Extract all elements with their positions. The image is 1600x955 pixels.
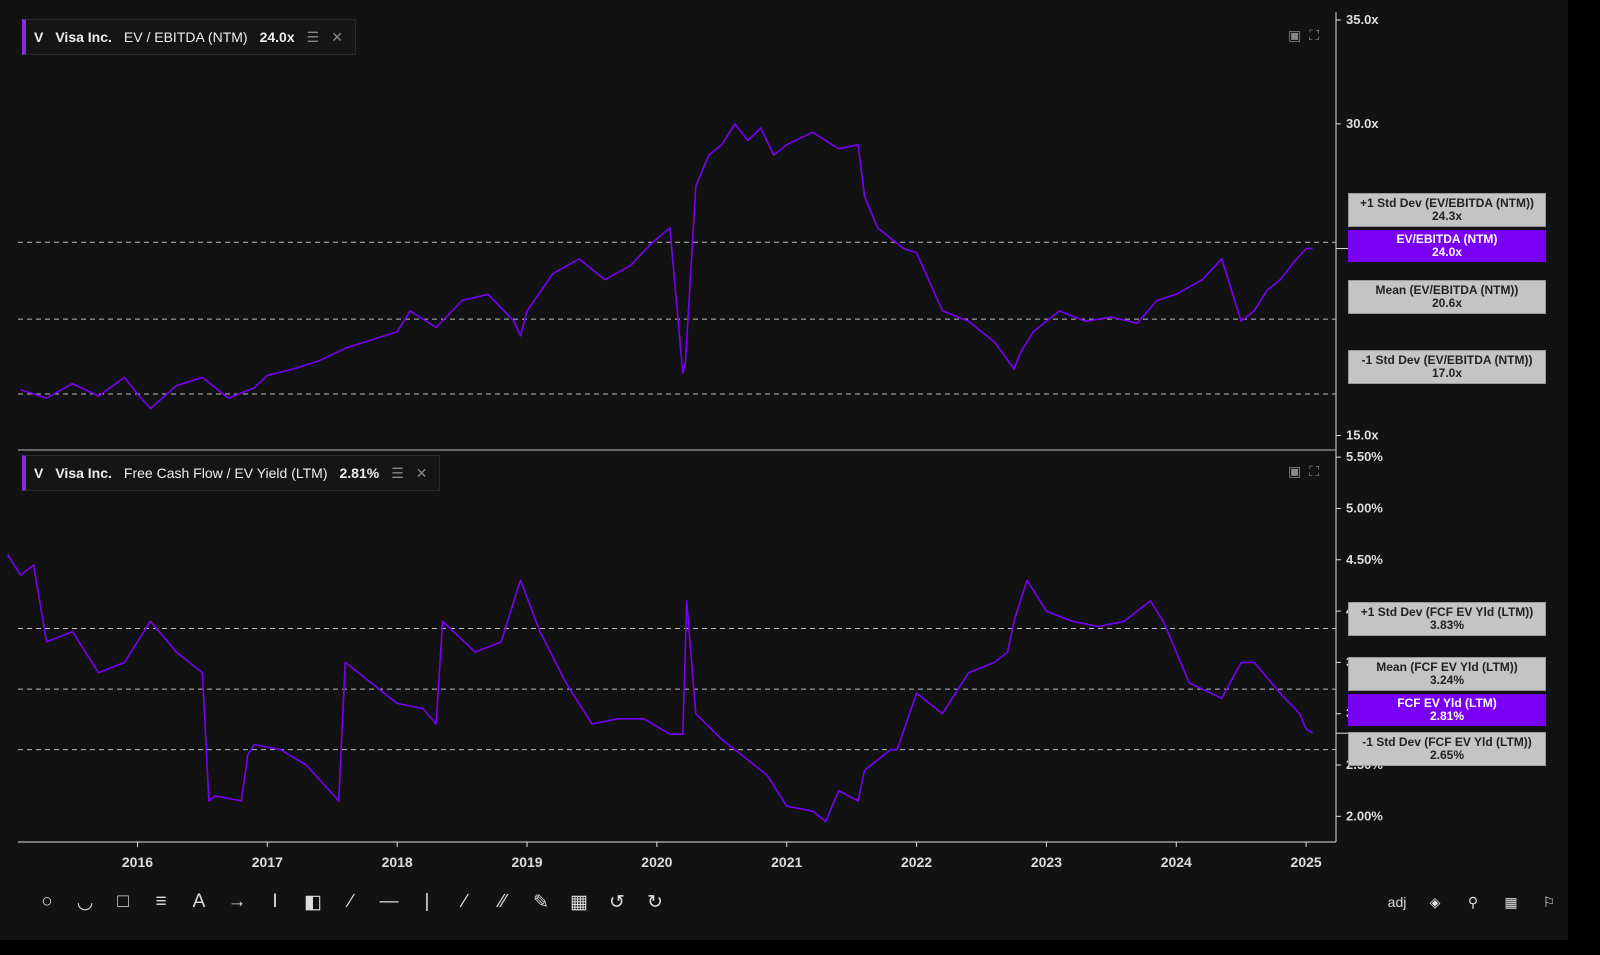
badge-value: 24.0x: [1431, 245, 1463, 259]
stack-icon[interactable]: ☰: [391, 464, 404, 481]
x-tick-label: 2020: [641, 854, 672, 870]
text-icon[interactable]: A: [192, 891, 206, 912]
badge-label: -1 Std Dev (EV/EBITDA (NTM)): [1361, 353, 1533, 367]
mean-badge-bottom: Mean (FCF EV Yld (LTM)) 3.24%: [1348, 657, 1546, 691]
badge-value: 20.6x: [1431, 296, 1463, 310]
lines-icon[interactable]: ≡: [155, 891, 167, 912]
value-label: 2.81%: [339, 465, 380, 481]
badge-label: Mean (EV/EBITDA (NTM)): [1375, 283, 1519, 297]
company-label: Visa Inc.: [55, 29, 112, 45]
trash-icon[interactable]: ▦: [570, 891, 588, 913]
stack-icon[interactable]: ☰: [306, 28, 320, 45]
y-tick-label: 15.0x: [1346, 428, 1379, 443]
tag-icon[interactable]: ⚐: [1542, 893, 1556, 910]
x-tick-label: 2025: [1291, 854, 1322, 870]
bottom-panel-actions: ▣ ⛶: [1288, 463, 1319, 480]
cursor-text-icon[interactable]: I: [272, 891, 278, 912]
rectangle-icon[interactable]: □: [117, 891, 129, 912]
crosshair-icon[interactable]: ◈: [1429, 893, 1441, 910]
badge-label: +1 Std Dev (EV/EBITDA (NTM)): [1360, 196, 1534, 210]
close-icon[interactable]: ✕: [331, 28, 343, 45]
chart-canvas[interactable]: 35.0x30.0x15.0x5.50%5.00%4.50%4.00%3.50%…: [0, 0, 1568, 940]
x-tick-label: 2024: [1161, 854, 1192, 870]
adj-button[interactable]: adj: [1387, 894, 1407, 910]
fullscreen-icon[interactable]: ⛶: [1309, 463, 1320, 479]
undo-icon[interactable]: ↺: [609, 891, 625, 913]
series-line: [20, 123, 1313, 410]
metric-label: Free Cash Flow / EV Yield (LTM): [123, 465, 328, 481]
upload-icon[interactable]: ▣: [1288, 463, 1302, 479]
x-tick-label: 2019: [511, 854, 542, 870]
current-badge-bottom: FCF EV Yld (LTM) 2.81%: [1348, 694, 1546, 726]
series-line: [6, 554, 1314, 823]
y-tick-label: 2.00%: [1346, 808, 1383, 823]
x-tick-label: 2018: [382, 854, 413, 870]
plus-std-badge-bottom: +1 Std Dev (FCF EV Yld (LTM)) 3.83%: [1348, 602, 1546, 636]
badge-label: EV/EBITDA (NTM): [1396, 232, 1498, 246]
badge-value: 2.81%: [1429, 709, 1465, 723]
toolbar-right: adj ◈ ⚲ ▦ ⚐: [1378, 878, 1568, 926]
minus-std-badge-bottom: -1 Std Dev (FCF EV Yld (LTM)) 2.65%: [1348, 732, 1546, 766]
badge-value: 2.65%: [1429, 748, 1465, 762]
ticker-label: V: [34, 29, 44, 45]
plus-std-badge-top: +1 Std Dev (EV/EBITDA (NTM)) 24.3x: [1348, 193, 1546, 227]
badge-value: 17.0x: [1431, 366, 1463, 380]
line-icon[interactable]: ∕: [349, 891, 353, 912]
y-tick-label: 5.50%: [1346, 449, 1383, 464]
arrow-icon[interactable]: →: [227, 891, 247, 912]
comment-icon[interactable]: ⚲: [1467, 893, 1479, 910]
current-badge-top: EV/EBITDA (NTM) 24.0x: [1348, 230, 1546, 262]
badge-value: 3.24%: [1429, 673, 1465, 687]
drawing-toolbar: ○ ◡ □ ≡ A → I ◧ ∕ — | ∕ ∕∕ ✎ ▦ ↺ ↻ adj ◈…: [0, 878, 1568, 926]
bottom-legend: V Visa Inc. Free Cash Flow / EV Yield (L…: [22, 455, 441, 491]
y-tick-label: 30.0x: [1346, 116, 1379, 131]
company-label: Visa Inc.: [55, 465, 112, 481]
download-icon[interactable]: ▣: [1288, 27, 1302, 43]
trend-line-icon[interactable]: ∕: [463, 891, 467, 912]
badge-value: 3.83%: [1429, 618, 1465, 632]
close-icon[interactable]: ✕: [415, 464, 428, 481]
arc-icon[interactable]: ◡: [76, 891, 94, 913]
x-tick-label: 2021: [771, 854, 802, 870]
top-panel-actions: ▣ ⛶: [1288, 27, 1319, 44]
vertical-line-icon[interactable]: |: [424, 891, 430, 912]
badge-label: Mean (FCF EV Yld (LTM)): [1376, 660, 1518, 674]
y-tick-label: 4.50%: [1346, 552, 1383, 567]
top-legend: V Visa Inc. EV / EBITDA (NTM) 24.0x ☰ ✕: [22, 19, 356, 55]
badge-label: +1 Std Dev (FCF EV Yld (LTM)): [1360, 605, 1534, 619]
fullscreen-icon[interactable]: ⛶: [1309, 27, 1320, 43]
chart-app: 35.0x30.0x15.0x5.50%5.00%4.50%4.00%3.50%…: [0, 0, 1568, 940]
x-tick-label: 2016: [122, 854, 153, 870]
y-tick-label: 35.0x: [1346, 12, 1379, 27]
pencil-icon[interactable]: ✎: [533, 891, 549, 913]
metric-label: EV / EBITDA (NTM): [123, 29, 248, 45]
circle-icon[interactable]: ○: [41, 891, 53, 912]
price-note-icon[interactable]: ◧: [304, 891, 322, 913]
grid-icon[interactable]: ▦: [1504, 893, 1518, 910]
mean-badge-top: Mean (EV/EBITDA (NTM)) 20.6x: [1348, 280, 1546, 314]
badge-value: 24.3x: [1431, 209, 1463, 223]
x-tick-label: 2022: [901, 854, 932, 870]
minus-std-badge-top: -1 Std Dev (EV/EBITDA (NTM)) 17.0x: [1348, 350, 1546, 384]
horizontal-line-icon[interactable]: —: [379, 891, 399, 912]
value-label: 24.0x: [259, 29, 295, 45]
ticker-label: V: [34, 465, 44, 481]
redo-icon[interactable]: ↻: [647, 891, 663, 913]
x-tick-label: 2023: [1031, 854, 1062, 870]
badge-label: -1 Std Dev (FCF EV Yld (LTM)): [1362, 735, 1532, 749]
x-tick-label: 2017: [252, 854, 283, 870]
y-tick-label: 5.00%: [1346, 500, 1383, 515]
badge-label: FCF EV Yld (LTM): [1397, 696, 1497, 710]
parallel-lines-icon[interactable]: ∕∕: [499, 891, 507, 912]
